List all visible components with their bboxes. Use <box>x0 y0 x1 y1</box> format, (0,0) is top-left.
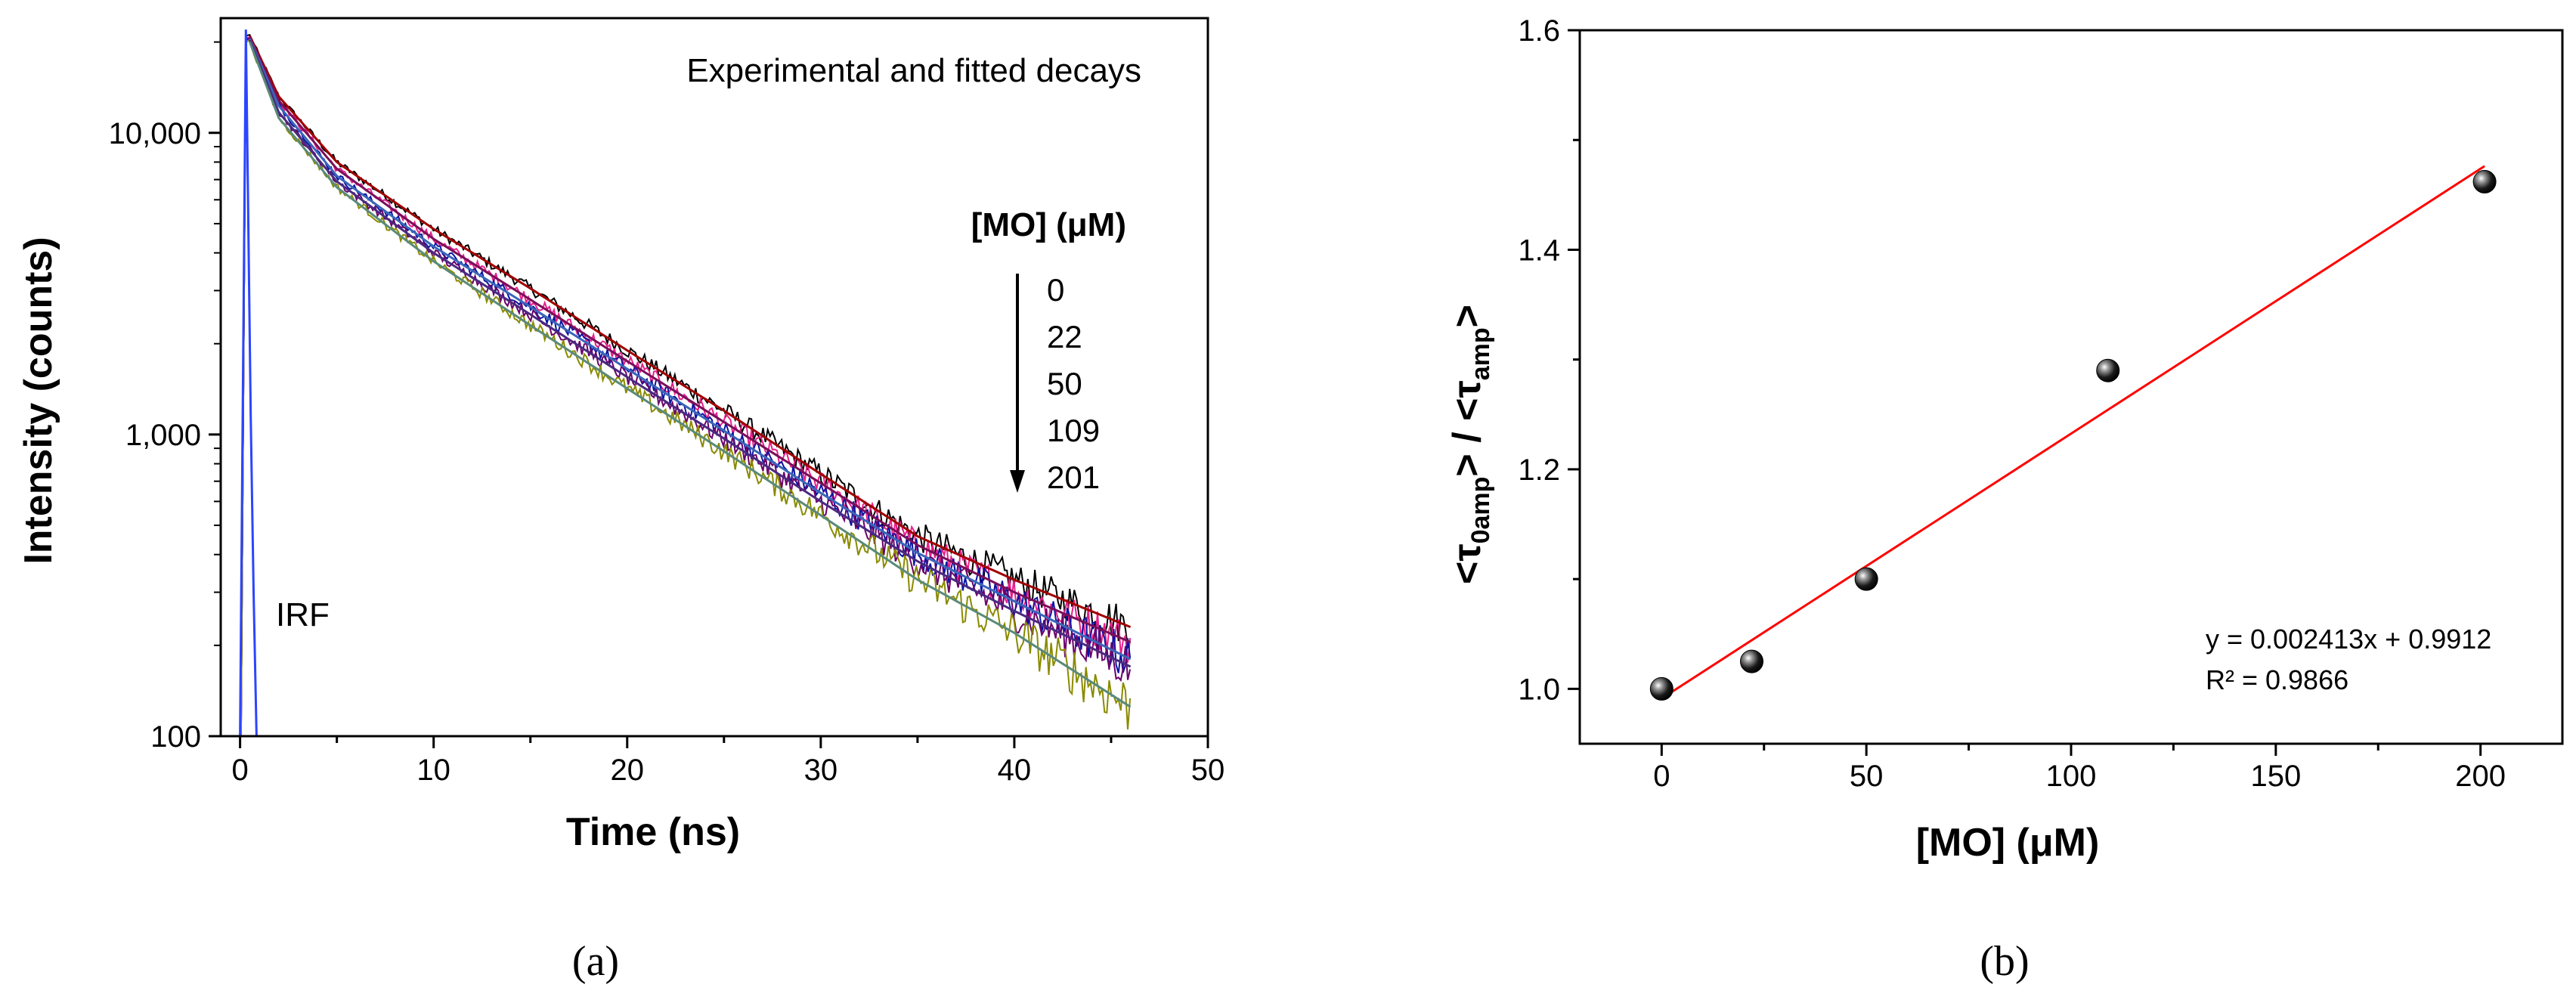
panel-a-y-axis-label: Intensity (counts) <box>17 237 60 564</box>
panel-b-stern-volmer-chart: 0 50 100 150 200 1.0 1.2 1.4 1.6 y = 0.002413x … <box>1445 14 2564 985</box>
y-tick-label: 10,000 <box>109 117 201 150</box>
decay-trace-201 <box>240 39 1132 737</box>
fit-curve-50 <box>249 38 1132 661</box>
legend-entry: 201 <box>1047 460 1100 495</box>
legend-entry: 22 <box>1047 319 1082 354</box>
panel-a-decay-chart: 0 10 20 30 40 50 100 1,000 10,000 Experimental … <box>17 17 1225 985</box>
panel-a-title: Experimental and fitted decays <box>686 52 1141 89</box>
x-tick-label: 40 <box>998 754 1032 787</box>
panel-a-plot-frame <box>219 17 1209 738</box>
x-tick-label: 200 <box>2455 760 2506 793</box>
panel-b-label: (b) <box>1980 938 2029 985</box>
x-tick-label: 150 <box>2250 760 2301 793</box>
x-tick-label: 20 <box>611 754 645 787</box>
legend-entry: 50 <box>1047 366 1082 401</box>
panel-a-label: (a) <box>572 938 619 985</box>
fit-curve-201 <box>248 42 1132 708</box>
panel-a-x-axis-label: Time (ns) <box>566 810 740 854</box>
fit-r-squared: R² = 0.9866 <box>2206 664 2348 695</box>
y-tick-label: 1.4 <box>1518 234 1560 267</box>
fit-equation: y = 0.002413x + 0.9912 <box>2206 624 2491 655</box>
data-point <box>2096 358 2120 382</box>
fit-curve-0 <box>249 35 1132 628</box>
x-tick-label: 0 <box>1653 760 1670 793</box>
data-point <box>1854 567 1878 591</box>
irf-label: IRF <box>276 596 330 633</box>
fit-curve-109 <box>249 39 1132 668</box>
decay-curves <box>239 29 1132 737</box>
data-point <box>1649 676 1673 701</box>
y-axis-label-text: <τ0amp> / <τamp> <box>1445 305 1495 584</box>
panel-b-x-axis-label: [MO] (μM) <box>1916 821 2100 865</box>
y-tick-label: 1,000 <box>125 419 201 452</box>
x-tick-label: 50 <box>1850 760 1884 793</box>
y-tick-label: 1.2 <box>1518 453 1560 487</box>
data-point <box>1740 649 1763 673</box>
data-point <box>2472 169 2497 193</box>
panel-a-y-ticks: 100 1,000 10,000 <box>109 41 221 754</box>
y-tick-label: 1.0 <box>1518 673 1560 706</box>
irf-curve <box>239 29 258 737</box>
legend-entry: 0 <box>1047 272 1064 308</box>
panel-a-legend-title: [MO] (μM) <box>971 206 1126 243</box>
x-tick-label: 30 <box>804 754 838 787</box>
y-tick-label: 1.6 <box>1518 14 1560 48</box>
x-tick-label: 50 <box>1191 754 1225 787</box>
data-points <box>1649 169 2497 701</box>
legend-entry: 109 <box>1047 413 1100 448</box>
fit-curve-22 <box>249 36 1132 643</box>
y-tick-label: 100 <box>150 720 201 754</box>
panel-b-y-ticks: 1.0 1.2 1.4 1.6 <box>1518 14 1580 706</box>
panel-a-legend-entries: 0 22 50 109 201 <box>1047 272 1100 495</box>
x-tick-label: 10 <box>416 754 450 787</box>
panel-b-y-axis-label: <τ0amp> / <τamp> <box>1445 305 1495 584</box>
legend-order-arrow-head <box>1010 470 1025 493</box>
x-tick-label: 0 <box>231 754 248 787</box>
linear-fit-line <box>1661 165 2485 700</box>
x-tick-label: 100 <box>2046 760 2097 793</box>
panel-b-x-ticks: 0 50 100 150 200 <box>1653 744 2506 793</box>
panel-a-x-ticks: 0 10 20 30 40 50 <box>231 736 1225 787</box>
